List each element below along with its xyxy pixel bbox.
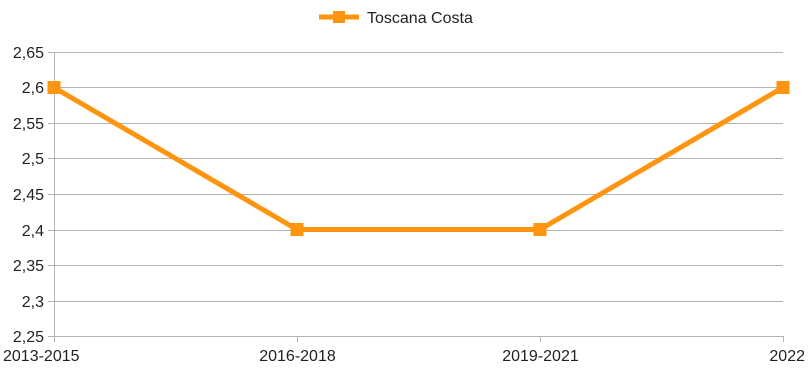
- y-tick-label: 2,5: [22, 151, 44, 168]
- data-point-marker: [533, 223, 547, 236]
- y-tick-label: 2,3: [22, 294, 44, 311]
- x-tick-label: 2013-2015: [3, 348, 80, 365]
- y-tick-label: 2,65: [13, 45, 44, 62]
- x-axis-ticks: [54, 336, 784, 342]
- x-tick-label: 2016-2018: [259, 348, 336, 365]
- y-tick-label: 2,55: [13, 116, 44, 133]
- y-tick-label: 2,25: [13, 329, 44, 346]
- series-line-toscana-costa: [52, 85, 785, 232]
- grid-lines: [48, 52, 783, 342]
- y-tick-label: 2,4: [22, 223, 44, 240]
- legend-marker-swatch: [333, 11, 345, 23]
- legend: Toscana Costa: [319, 10, 473, 27]
- x-tick-label: 2022: [769, 348, 805, 365]
- data-point-marker: [776, 81, 790, 94]
- y-tick-label: 2,45: [13, 187, 44, 204]
- x-axis-tick-labels: 2013-2015 2016-2018 2019-2021 2022: [3, 348, 805, 365]
- x-tick-label: 2019-2021: [502, 348, 579, 365]
- y-axis-tick-labels: 2,25 2,3 2,35 2,4 2,45 2,5 2,55 2,6 2,65: [13, 45, 44, 346]
- series-group: [47, 81, 790, 236]
- legend-entry-label: Toscana Costa: [367, 10, 473, 27]
- data-point-marker: [290, 223, 304, 236]
- data-point-marker: [47, 81, 61, 94]
- y-tick-label: 2,6: [22, 80, 44, 97]
- y-tick-label: 2,35: [13, 258, 44, 275]
